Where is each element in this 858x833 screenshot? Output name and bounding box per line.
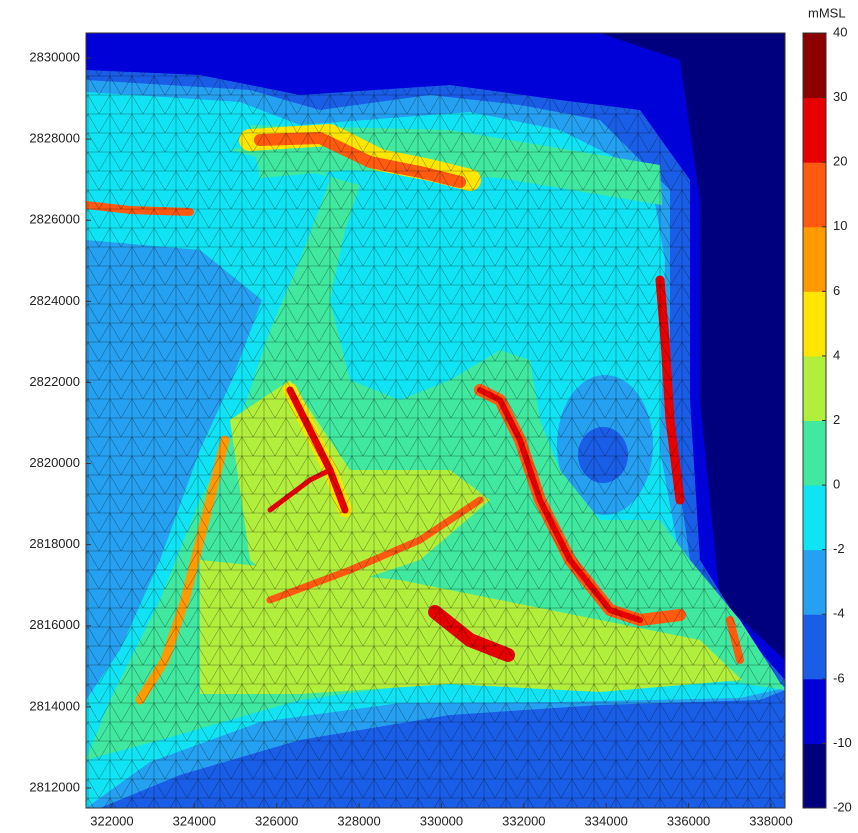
- colorbar-tick-label: -20: [833, 799, 852, 814]
- colorbar-label: mMSL: [808, 5, 846, 20]
- y-tick-label: 2816000: [29, 617, 80, 632]
- x-tick-label: 334000: [585, 813, 628, 828]
- colorbar-tick-label: 0: [833, 477, 840, 492]
- colorbar-tick-label: 6: [833, 283, 840, 298]
- colorbar-tick-label: -2: [833, 541, 845, 556]
- depth-map: [86, 33, 785, 808]
- colorbar-tick-label: -4: [833, 606, 845, 621]
- colorbar-tick-label: 2: [833, 412, 840, 427]
- y-tick-label: 2814000: [29, 698, 80, 713]
- x-tick-label: 322000: [90, 813, 133, 828]
- colorbar-band: [803, 98, 826, 163]
- colorbar-band: [803, 679, 826, 744]
- chart: mMSL 322000 324000 326000 328000 330000 33200…: [0, 0, 858, 833]
- y-tick-label: 2820000: [29, 455, 80, 470]
- y-tick-label: 2818000: [29, 536, 80, 551]
- colorbar-tick-label: 20: [833, 154, 847, 169]
- x-tick-label: 332000: [502, 813, 545, 828]
- colorbar-band: [803, 162, 826, 227]
- y-tick-label: 2824000: [29, 293, 80, 308]
- x-tick-label: 336000: [667, 813, 710, 828]
- colorbar-band: [803, 550, 826, 615]
- y-tick-label: 2828000: [29, 131, 80, 146]
- colorbar-band: [803, 291, 826, 356]
- x-tick-label: 324000: [173, 813, 216, 828]
- colorbar-band: [803, 743, 826, 808]
- y-tick-label: 2830000: [29, 49, 80, 64]
- x-tick-label: 330000: [420, 813, 463, 828]
- y-tick-label: 2822000: [29, 374, 80, 389]
- colorbar-tick-label: -10: [833, 735, 852, 750]
- colorbar-tick-label: 30: [833, 89, 847, 104]
- x-tick-label: 326000: [255, 813, 298, 828]
- colorbar-band: [803, 421, 826, 486]
- colorbar-band: [803, 614, 826, 679]
- colorbar-band: [803, 356, 826, 421]
- colorbar-tick-label: 10: [833, 218, 847, 233]
- x-tick-label: 328000: [337, 813, 380, 828]
- y-tick-label: 2826000: [29, 212, 80, 227]
- x-tick-label: 338000: [749, 813, 792, 828]
- y-tick-label: 2812000: [29, 779, 80, 794]
- colorbar-band: [803, 33, 826, 98]
- colorbar-band: [803, 485, 826, 550]
- colorbar-tick-label: 4: [833, 347, 840, 362]
- colorbar-tick-label: -6: [833, 670, 845, 685]
- colorbar-tick-label: 40: [833, 24, 847, 39]
- colorbar-band: [803, 227, 826, 292]
